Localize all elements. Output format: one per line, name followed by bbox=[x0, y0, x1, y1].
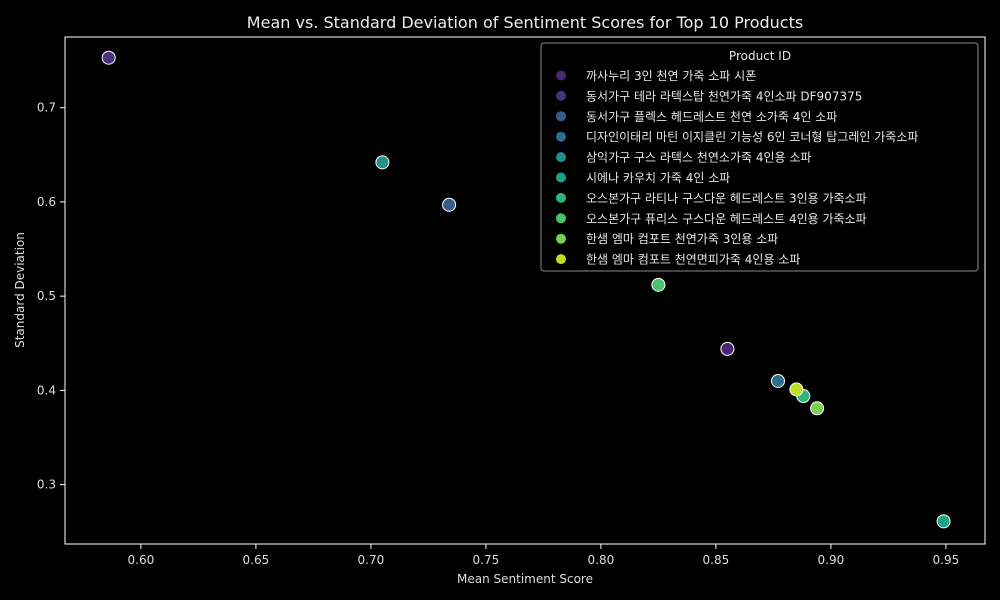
legend-marker bbox=[556, 111, 566, 122]
legend-marker bbox=[556, 172, 566, 183]
legend-label: 오스본가구 퓨리스 구스다운 헤드레스트 4인용 가죽소파 bbox=[586, 212, 867, 226]
x-tick-label: 0.95 bbox=[933, 553, 960, 567]
legend-label: 한샘 엠마 컴포트 천연가죽 3인용 소파 bbox=[586, 231, 778, 246]
legend-marker bbox=[556, 213, 566, 224]
y-tick-label: 0.3 bbox=[37, 478, 56, 492]
legend-label: 까사누리 3인 천연 가죽 소파 시폰 bbox=[586, 68, 756, 83]
legend-label: 시에나 카우치 가죽 4인 소파 bbox=[586, 171, 730, 185]
legend-marker bbox=[556, 233, 566, 244]
data-point bbox=[810, 401, 825, 416]
data-point bbox=[101, 50, 116, 65]
plot-frame bbox=[64, 36, 986, 545]
x-tick-label: 0.75 bbox=[473, 553, 500, 567]
legend-marker bbox=[556, 70, 566, 81]
legend-label: 한샘 엠마 컴포트 천연면피가죽 4인용 소파 bbox=[586, 252, 800, 267]
x-tick-label: 0.90 bbox=[818, 553, 845, 567]
data-point bbox=[936, 514, 951, 529]
x-tick-label: 0.80 bbox=[588, 553, 615, 567]
legend-label: 동서가구 플렉스 헤드레스트 천연 소가죽 4인 소파 bbox=[586, 109, 837, 124]
legend-label: 디자인이태리 마틴 이지클린 기능성 6인 코너형 탑그레인 가죽소파 bbox=[586, 130, 918, 144]
data-point bbox=[375, 155, 390, 170]
legend-marker bbox=[556, 131, 566, 142]
legend-marker bbox=[556, 192, 566, 203]
data-point bbox=[720, 341, 735, 356]
y-tick-label: 0.5 bbox=[37, 289, 56, 303]
legend-title: Product ID bbox=[729, 49, 791, 63]
legend-marker bbox=[556, 254, 566, 265]
x-axis: 0.60 0.65 0.70 0.75 0.80 0.85 0.90 0.95 bbox=[128, 544, 960, 567]
legend-label: 동서가구 테라 라텍스탑 천연가죽 4인소파 DF907375 bbox=[586, 88, 862, 103]
y-axis-label: Standard Deviation bbox=[13, 232, 27, 348]
data-point bbox=[651, 277, 666, 292]
y-axis: 0.3 0.4 0.5 0.6 0.7 bbox=[37, 101, 65, 492]
y-tick-label: 0.6 bbox=[37, 195, 56, 209]
legend-marker bbox=[556, 152, 566, 163]
legend-marker bbox=[556, 90, 566, 101]
legend-label: 오스본가구 라티나 구스다운 헤드레스트 3인용 가죽소파 bbox=[586, 191, 867, 205]
legend-box bbox=[540, 42, 979, 272]
x-tick-label: 0.70 bbox=[358, 553, 385, 567]
data-point bbox=[442, 197, 457, 212]
y-tick-label: 0.7 bbox=[37, 101, 56, 115]
x-tick-label: 0.65 bbox=[243, 553, 270, 567]
x-tick-label: 0.85 bbox=[703, 553, 730, 567]
x-axis-label: Mean Sentiment Score bbox=[457, 572, 593, 586]
y-tick-label: 0.4 bbox=[37, 383, 56, 397]
legend-label: 삼익가구 구스 라텍스 천연소가죽 4인용 소파 bbox=[586, 150, 811, 165]
chart-title: Mean vs. Standard Deviation of Sentiment… bbox=[247, 13, 803, 32]
data-point bbox=[771, 373, 785, 388]
x-tick-label: 0.60 bbox=[128, 553, 155, 567]
data-points bbox=[101, 50, 951, 529]
data-point bbox=[789, 382, 804, 397]
